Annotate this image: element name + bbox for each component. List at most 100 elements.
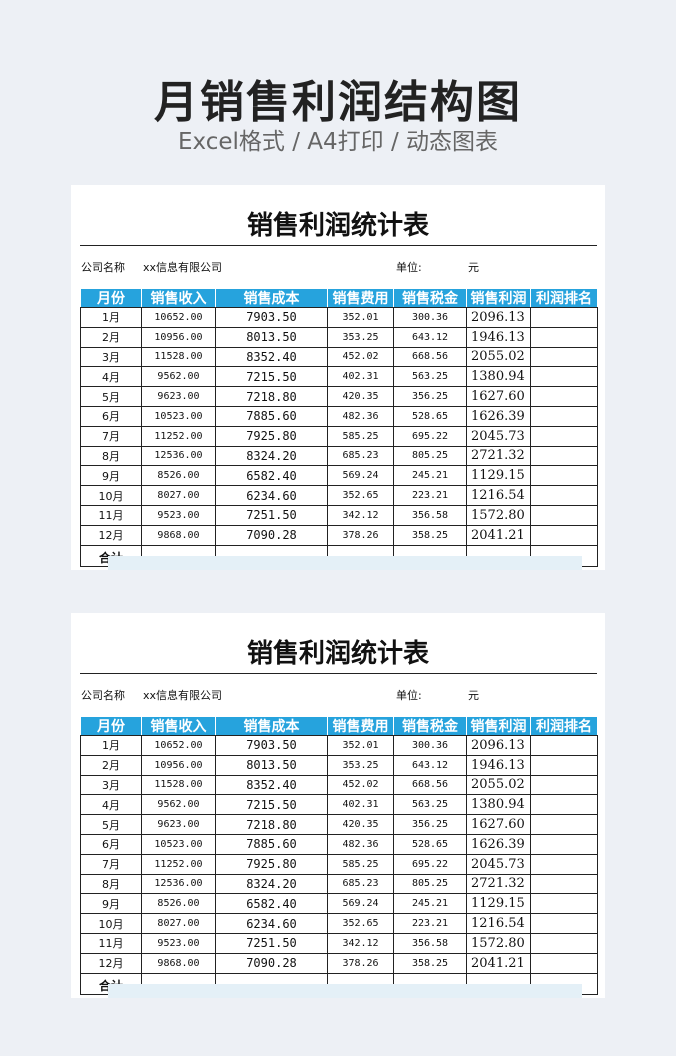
table-cell: 223.21 xyxy=(393,485,467,506)
empty-cell xyxy=(530,933,598,954)
table-cell: 5月 xyxy=(80,386,142,407)
column-header: 销售成本 xyxy=(215,716,328,736)
column-header: 月份 xyxy=(80,716,142,736)
page-title: 月销售利润结构图 xyxy=(154,77,522,128)
company-label: 公司名称 xyxy=(81,689,125,702)
empty-cell xyxy=(530,485,598,506)
column-header: 销售利润 xyxy=(466,716,531,736)
table-cell: 7090.28 xyxy=(215,952,328,974)
table-cell: 8526.00 xyxy=(141,893,216,915)
table-cell: 528.65 xyxy=(393,406,467,427)
table-cell: 4月 xyxy=(80,794,142,816)
column-header: 销售税金 xyxy=(393,716,467,736)
table-cell: 7月 xyxy=(80,853,142,875)
column-header: 销售利润 xyxy=(466,288,531,308)
empty-cell xyxy=(530,346,598,368)
table-cell: 352.01 xyxy=(327,735,394,756)
table-cell: 1627.60 xyxy=(466,814,531,835)
table-cell: 6582.40 xyxy=(215,893,328,915)
table-cell: 7903.50 xyxy=(215,307,328,328)
table-cell: 353.25 xyxy=(327,326,394,348)
table-cell: 245.21 xyxy=(393,893,467,915)
overlay-strip xyxy=(108,984,582,998)
table-cell: 9523.00 xyxy=(141,933,216,954)
table-cell: 1216.54 xyxy=(466,485,531,506)
table-cell: 356.25 xyxy=(393,386,467,407)
table-cell: 2月 xyxy=(80,754,142,776)
table-cell: 2055.02 xyxy=(466,774,531,796)
table-cell: 668.56 xyxy=(393,346,467,368)
table-cell: 563.25 xyxy=(393,794,467,816)
table-cell: 2041.21 xyxy=(466,952,531,974)
table-cell: 2月 xyxy=(80,326,142,348)
table-cell: 2096.13 xyxy=(466,735,531,756)
table-cell: 9562.00 xyxy=(141,794,216,816)
unit: 元 xyxy=(468,261,479,274)
table-cell: 482.36 xyxy=(327,406,394,427)
empty-cell xyxy=(530,524,598,546)
table-cell: 358.25 xyxy=(393,952,467,974)
table-cell: 11252.00 xyxy=(141,425,216,447)
table-cell: 10523.00 xyxy=(141,834,216,855)
empty-cell xyxy=(530,406,598,427)
table-cell: 10956.00 xyxy=(141,754,216,776)
table-cell: 2055.02 xyxy=(466,346,531,368)
table-cell: 6582.40 xyxy=(215,465,328,487)
empty-cell xyxy=(530,774,598,796)
table-cell: 2721.32 xyxy=(466,445,531,467)
table-cell: 8027.00 xyxy=(141,485,216,506)
table-cell: 12月 xyxy=(80,524,142,546)
table-cell: 9月 xyxy=(80,893,142,915)
table-cell: 452.02 xyxy=(327,774,394,796)
table-cell: 7090.28 xyxy=(215,524,328,546)
table-cell: 6月 xyxy=(80,406,142,427)
title-rule xyxy=(80,673,597,674)
table-cell: 585.25 xyxy=(327,853,394,875)
table-cell: 452.02 xyxy=(327,346,394,368)
column-header: 利润排名 xyxy=(530,288,598,308)
table-cell: 352.65 xyxy=(327,485,394,506)
empty-cell xyxy=(530,952,598,974)
table-cell: 10523.00 xyxy=(141,406,216,427)
table-cell: 1626.39 xyxy=(466,406,531,427)
overlay-strip xyxy=(108,556,582,570)
empty-cell xyxy=(530,913,598,934)
table-cell: 378.26 xyxy=(327,524,394,546)
table-cell: 569.24 xyxy=(327,465,394,487)
table-cell: 356.58 xyxy=(393,505,467,526)
table-cell: 585.25 xyxy=(327,425,394,447)
table-cell: 8013.50 xyxy=(215,754,328,776)
table-cell: 9523.00 xyxy=(141,505,216,526)
table-cell: 8324.20 xyxy=(215,445,328,467)
table-cell: 11252.00 xyxy=(141,853,216,875)
table-cell: 7885.60 xyxy=(215,834,328,855)
table-cell: 7215.50 xyxy=(215,366,328,388)
table-cell: 7215.50 xyxy=(215,794,328,816)
table-cell: 668.56 xyxy=(393,774,467,796)
table-cell: 11528.00 xyxy=(141,346,216,368)
table-cell: 11月 xyxy=(80,505,142,526)
table-cell: 563.25 xyxy=(393,366,467,388)
empty-cell xyxy=(530,853,598,875)
table-cell: 695.22 xyxy=(393,853,467,875)
table-cell: 378.26 xyxy=(327,952,394,974)
table-cell: 2045.73 xyxy=(466,853,531,875)
company-name: xx信息有限公司 xyxy=(143,689,223,702)
table-cell: 356.58 xyxy=(393,933,467,954)
sheet-title: 销售利润统计表 xyxy=(246,639,429,669)
table-cell: 7251.50 xyxy=(215,933,328,954)
table-cell: 1月 xyxy=(80,307,142,328)
column-header: 销售收入 xyxy=(141,716,216,736)
column-header: 销售费用 xyxy=(327,288,394,308)
table-cell: 643.12 xyxy=(393,754,467,776)
table-cell: 11528.00 xyxy=(141,774,216,796)
table-cell: 1626.39 xyxy=(466,834,531,855)
company-label: 公司名称 xyxy=(81,261,125,274)
table-cell: 1216.54 xyxy=(466,913,531,934)
table-cell: 12536.00 xyxy=(141,873,216,895)
empty-cell xyxy=(530,465,598,487)
company-name: xx信息有限公司 xyxy=(143,261,223,274)
table-cell: 8324.20 xyxy=(215,873,328,895)
table-cell: 1月 xyxy=(80,735,142,756)
table-cell: 7925.80 xyxy=(215,425,328,447)
